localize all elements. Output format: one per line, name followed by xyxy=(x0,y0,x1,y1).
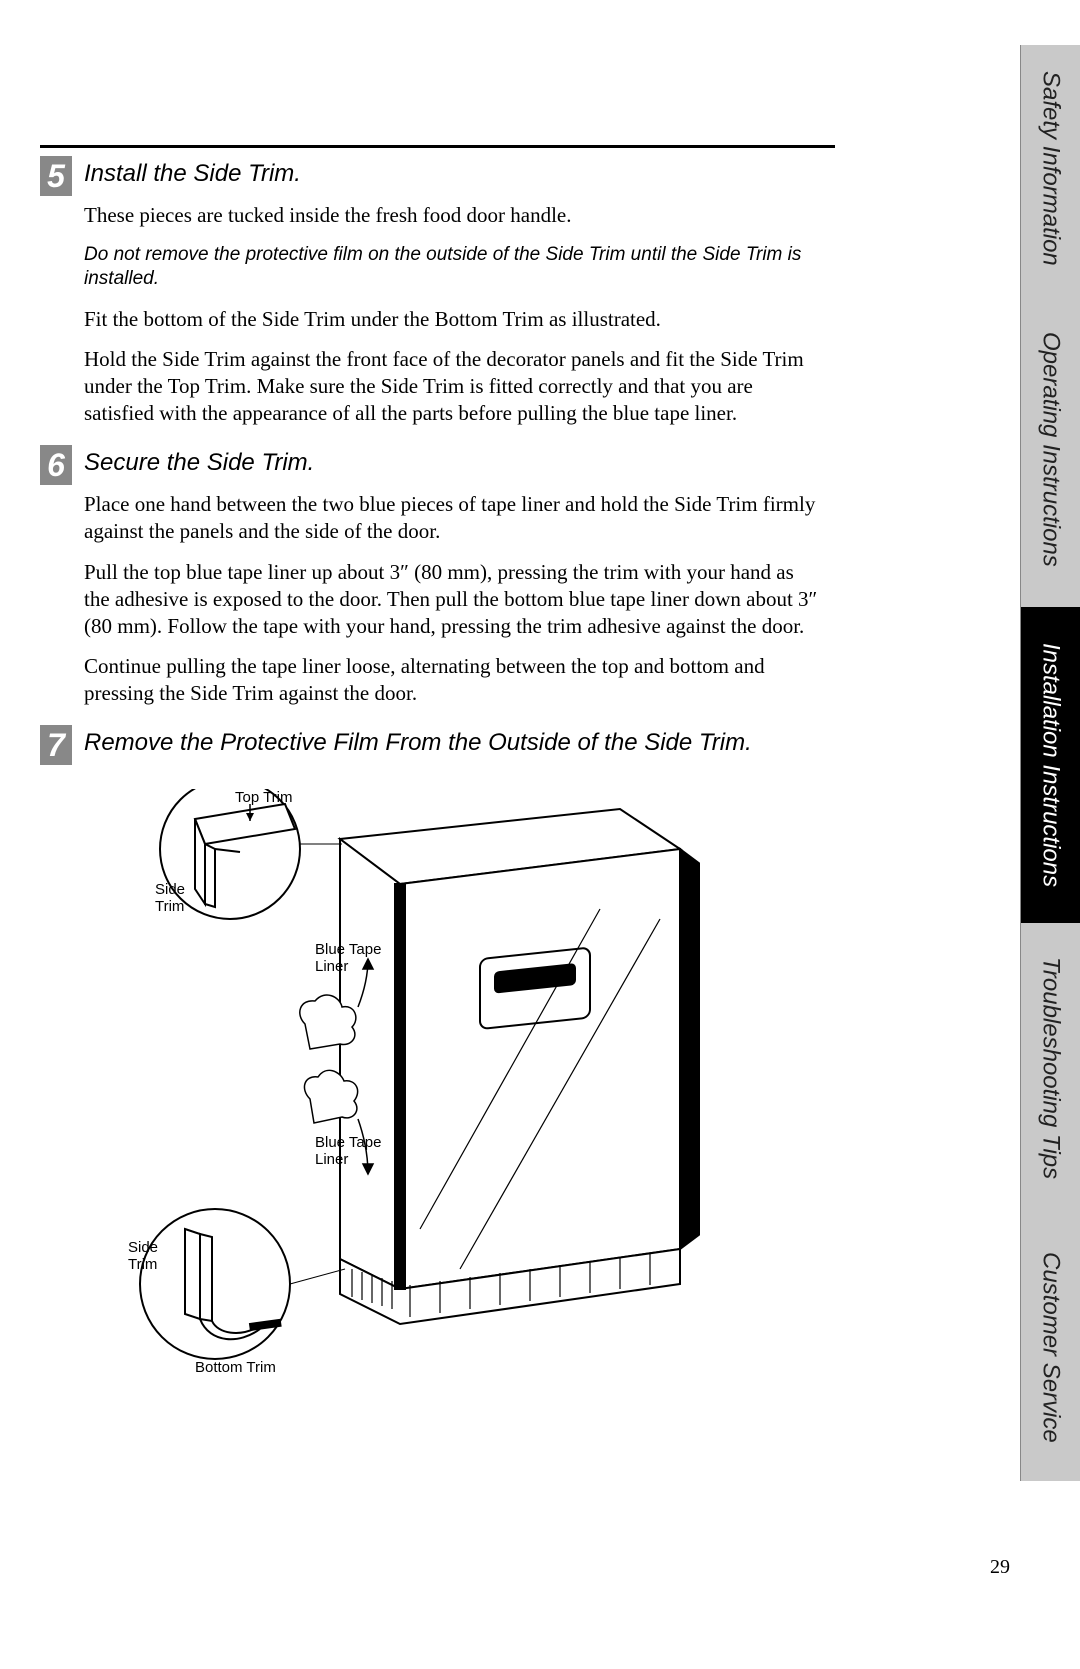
step-paragraph: Fit the bottom of the Side Trim under th… xyxy=(84,306,820,333)
figure-label-bottom-trim: Bottom Trim xyxy=(195,1359,276,1376)
step-6: 6 Secure the Side Trim. Place one hand b… xyxy=(40,449,820,707)
figure-label-side-trim-top: Side Trim xyxy=(155,881,185,916)
refrigerator-diagram-icon xyxy=(100,789,700,1379)
step-7: 7 Remove the Protective Film From the Ou… xyxy=(40,729,820,757)
step-paragraph: These pieces are tucked inside the fresh… xyxy=(84,202,820,229)
step-title: Secure the Side Trim. xyxy=(84,449,820,477)
step-note: Do not remove the protective film on the… xyxy=(84,243,820,292)
page-number: 29 xyxy=(990,1556,1010,1579)
step-body: These pieces are tucked inside the fresh… xyxy=(84,202,820,427)
side-tabs: Safety Information Operating Instruction… xyxy=(1020,45,1080,1481)
step-title: Install the Side Trim. xyxy=(84,160,820,188)
tab-safety-information[interactable]: Safety Information xyxy=(1020,45,1080,291)
tab-customer-service[interactable]: Customer Service xyxy=(1020,1213,1080,1481)
divider-rule xyxy=(40,145,835,148)
step-paragraph: Pull the top blue tape liner up about 3″… xyxy=(84,559,820,640)
step-title: Remove the Protective Film From the Outs… xyxy=(84,729,820,757)
tab-troubleshooting-tips[interactable]: Troubleshooting Tips xyxy=(1020,923,1080,1213)
figure-label-side-trim-bottom: Side Trim xyxy=(128,1239,158,1274)
figure-label-top-trim: Top Trim xyxy=(235,789,293,806)
step-5: 5 Install the Side Trim. These pieces ar… xyxy=(40,160,820,427)
step-number: 5 xyxy=(40,156,72,196)
step-body: Place one hand between the two blue piec… xyxy=(84,491,820,707)
step-paragraph: Continue pulling the tape liner loose, a… xyxy=(84,653,820,707)
content-area: 5 Install the Side Trim. These pieces ar… xyxy=(40,160,820,1369)
figure-label-blue-tape-upper: Blue Tape Liner xyxy=(315,941,381,976)
step-number: 6 xyxy=(40,445,72,485)
tab-operating-instructions[interactable]: Operating Instructions xyxy=(1020,291,1080,607)
figure-label-blue-tape-lower: Blue Tape Liner xyxy=(315,1134,381,1169)
illustration: Top Trim Side Trim Blue Tape Liner Blue … xyxy=(100,789,700,1379)
step-paragraph: Hold the Side Trim against the front fac… xyxy=(84,346,820,427)
step-paragraph: Place one hand between the two blue piec… xyxy=(84,491,820,545)
step-number: 7 xyxy=(40,725,72,765)
tab-installation-instructions[interactable]: Installation Instructions xyxy=(1020,607,1080,923)
